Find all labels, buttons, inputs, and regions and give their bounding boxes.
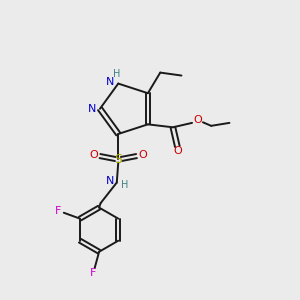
Text: O: O xyxy=(194,115,202,125)
Text: H: H xyxy=(113,69,121,79)
Text: S: S xyxy=(114,152,122,166)
Text: N: N xyxy=(88,104,96,114)
Text: N: N xyxy=(106,176,115,186)
Text: O: O xyxy=(138,150,147,160)
Text: N: N xyxy=(106,77,114,87)
Text: O: O xyxy=(90,150,98,160)
Text: O: O xyxy=(173,146,182,156)
Text: F: F xyxy=(90,268,96,278)
Text: F: F xyxy=(55,206,62,216)
Text: H: H xyxy=(121,180,129,190)
